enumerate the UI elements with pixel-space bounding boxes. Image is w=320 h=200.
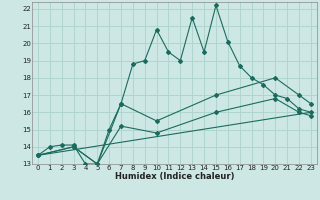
X-axis label: Humidex (Indice chaleur): Humidex (Indice chaleur) xyxy=(115,172,234,181)
